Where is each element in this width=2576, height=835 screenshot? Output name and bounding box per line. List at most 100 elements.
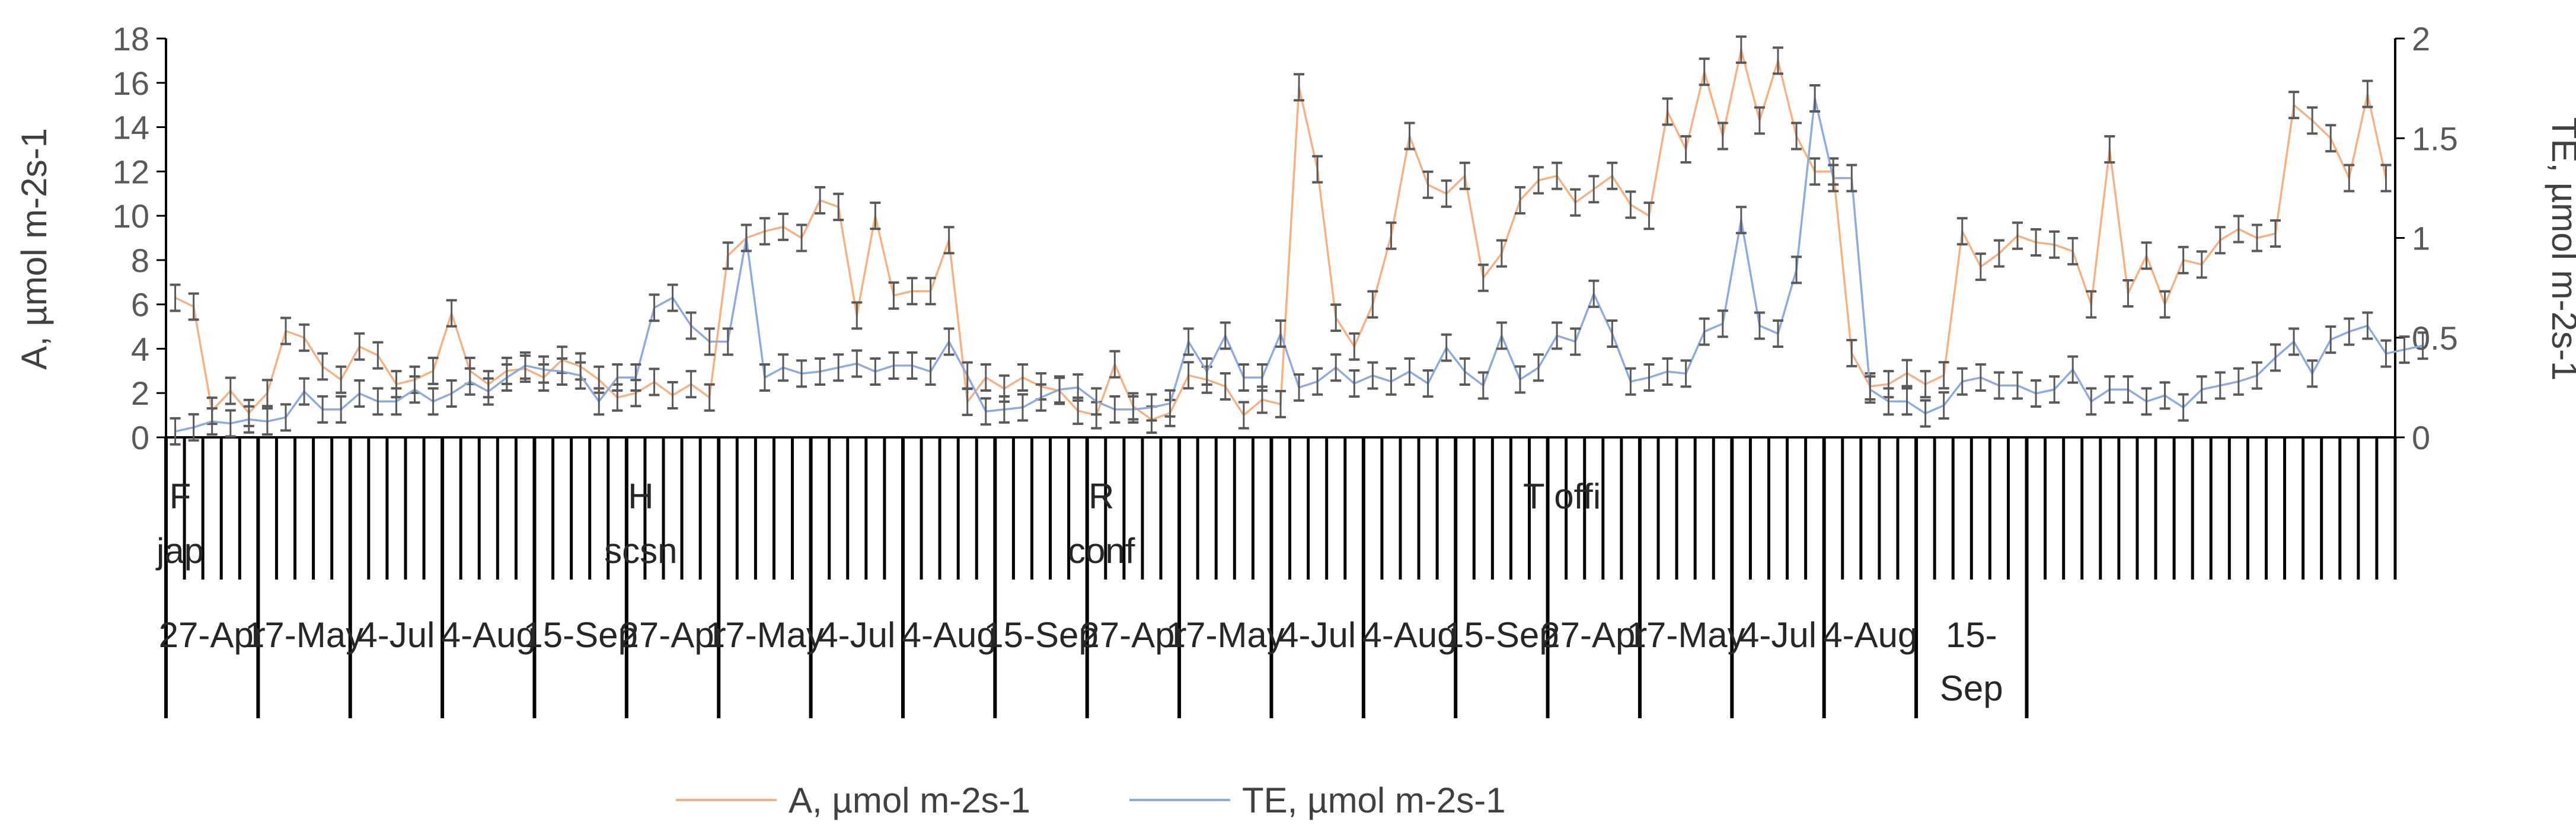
error-bar-te bbox=[1791, 255, 1802, 284]
error-bar-te bbox=[2049, 375, 2060, 404]
error-bar-a bbox=[1920, 370, 1931, 399]
error-bar-a bbox=[1533, 166, 1544, 195]
error-bar-a bbox=[2325, 124, 2336, 153]
month-label: 27-Apr bbox=[1080, 615, 1186, 655]
error-bar-te bbox=[2067, 355, 2079, 384]
error-bar-te bbox=[1256, 363, 1268, 392]
error-bar-te bbox=[1533, 353, 1544, 382]
month-label: 15-Sep bbox=[1444, 615, 1559, 655]
error-bar-te bbox=[1128, 395, 1139, 424]
error-bar-te bbox=[2362, 311, 2373, 340]
group-label: T offi bbox=[1523, 476, 1601, 516]
month-label: 4-Jul bbox=[1279, 615, 1356, 655]
legend-label-a: A, µmol m-2s-1 bbox=[789, 780, 1030, 820]
error-bar-te bbox=[1091, 387, 1102, 416]
legend-label-te: TE, µmol m-2s-1 bbox=[1242, 780, 1506, 820]
error-bar-te bbox=[630, 363, 641, 392]
error-bar-a bbox=[1625, 190, 1636, 219]
error-bar-a bbox=[1975, 252, 1986, 281]
error-bar-te bbox=[2380, 339, 2392, 368]
month-label: 17-May bbox=[706, 615, 824, 655]
error-bar-a bbox=[1441, 179, 1452, 208]
error-bar-a bbox=[1717, 121, 1728, 151]
error-bar-te bbox=[1477, 371, 1489, 400]
y-tick-label: 8 bbox=[131, 242, 149, 279]
error-bar-te bbox=[2031, 379, 2042, 408]
error-bar-a bbox=[336, 365, 347, 394]
error-bar-te bbox=[906, 351, 918, 380]
y-tick-label: 18 bbox=[113, 20, 149, 57]
error-bar-a bbox=[2031, 228, 2042, 257]
error-bar-te bbox=[1349, 369, 1360, 398]
error-bar-te bbox=[1680, 359, 1691, 388]
error-bar-te bbox=[980, 397, 991, 426]
error-bar-te bbox=[1441, 333, 1452, 362]
error-bar-te bbox=[2178, 393, 2189, 422]
error-bar-a bbox=[1588, 175, 1600, 204]
error-bar-a bbox=[299, 323, 310, 352]
error-bar-a bbox=[1552, 161, 1563, 190]
error-bar-te bbox=[1017, 393, 1028, 422]
y-tick-label: 12 bbox=[113, 153, 149, 190]
error-bar-te bbox=[777, 353, 789, 382]
error-bar-a bbox=[2141, 241, 2152, 270]
error-bar-te bbox=[759, 363, 770, 392]
error-bar-te bbox=[1036, 383, 1047, 412]
error-bar-te bbox=[1625, 367, 1636, 396]
error-bar-te bbox=[1735, 206, 1747, 235]
y2-tick-label: 1 bbox=[2412, 220, 2430, 257]
error-bar-te bbox=[1514, 365, 1525, 394]
error-bar-te bbox=[1975, 363, 1986, 392]
error-bar-te bbox=[446, 379, 457, 408]
error-bar-a bbox=[1294, 73, 1305, 102]
month-label: 27-Apr bbox=[1540, 615, 1647, 655]
y-tick-label: 2 bbox=[131, 375, 149, 412]
error-bar-a bbox=[1275, 389, 1286, 418]
error-bar-a bbox=[1183, 361, 1194, 390]
month-label: 4-Aug bbox=[1362, 615, 1457, 655]
error-bar-a bbox=[1330, 303, 1342, 332]
error-bar-a bbox=[888, 281, 899, 310]
error-bar-te bbox=[870, 357, 881, 386]
error-bar-te bbox=[1109, 395, 1121, 424]
error-bar-te bbox=[2122, 375, 2134, 404]
error-bar-te bbox=[2399, 335, 2410, 364]
error-bar-a bbox=[2288, 91, 2300, 120]
error-bar-te bbox=[1607, 319, 1618, 348]
y2-axis-title: TE, µmol m-2s-1 bbox=[2545, 117, 2576, 381]
month-label: 4-Jul bbox=[357, 615, 435, 655]
error-bar-te bbox=[1422, 369, 1434, 398]
y-tick-label: 10 bbox=[113, 197, 149, 235]
error-bar-te bbox=[740, 223, 752, 252]
error-bar-a bbox=[2067, 236, 2079, 265]
error-bar-a bbox=[2104, 135, 2115, 164]
month-label: 15-Sep bbox=[984, 615, 1098, 655]
error-bar-a bbox=[851, 301, 863, 330]
error-bar-a bbox=[1367, 290, 1378, 319]
error-bar-a bbox=[1938, 361, 1949, 390]
group-label: F bbox=[170, 476, 191, 516]
error-bar-a bbox=[317, 352, 328, 381]
error-bar-te bbox=[1699, 317, 1710, 346]
month-label: 4-Aug bbox=[1822, 615, 1917, 655]
error-bar-te bbox=[833, 353, 844, 382]
error-bar-te bbox=[1146, 393, 1157, 422]
error-bar-a bbox=[261, 379, 273, 408]
error-bar-te bbox=[1220, 321, 1231, 350]
error-bar-te bbox=[998, 395, 1010, 424]
y-tick-label: 6 bbox=[131, 286, 149, 324]
error-bar-a bbox=[2233, 215, 2244, 244]
error-bar-te bbox=[1938, 391, 1949, 420]
error-bar-te bbox=[1956, 367, 1968, 396]
error-bar-a bbox=[170, 283, 181, 312]
error-bar-te bbox=[2214, 371, 2226, 400]
error-bar-a bbox=[925, 277, 936, 306]
error-bar-a bbox=[962, 388, 973, 417]
error-bar-te bbox=[188, 413, 199, 442]
month-label: 4-Aug bbox=[902, 615, 997, 655]
y2-tick-label: 0 bbox=[2412, 419, 2430, 456]
error-bar-te bbox=[1238, 363, 1249, 392]
error-bar-te bbox=[2196, 375, 2207, 404]
y-tick-label: 16 bbox=[113, 65, 149, 102]
error-bar-a bbox=[704, 383, 715, 412]
